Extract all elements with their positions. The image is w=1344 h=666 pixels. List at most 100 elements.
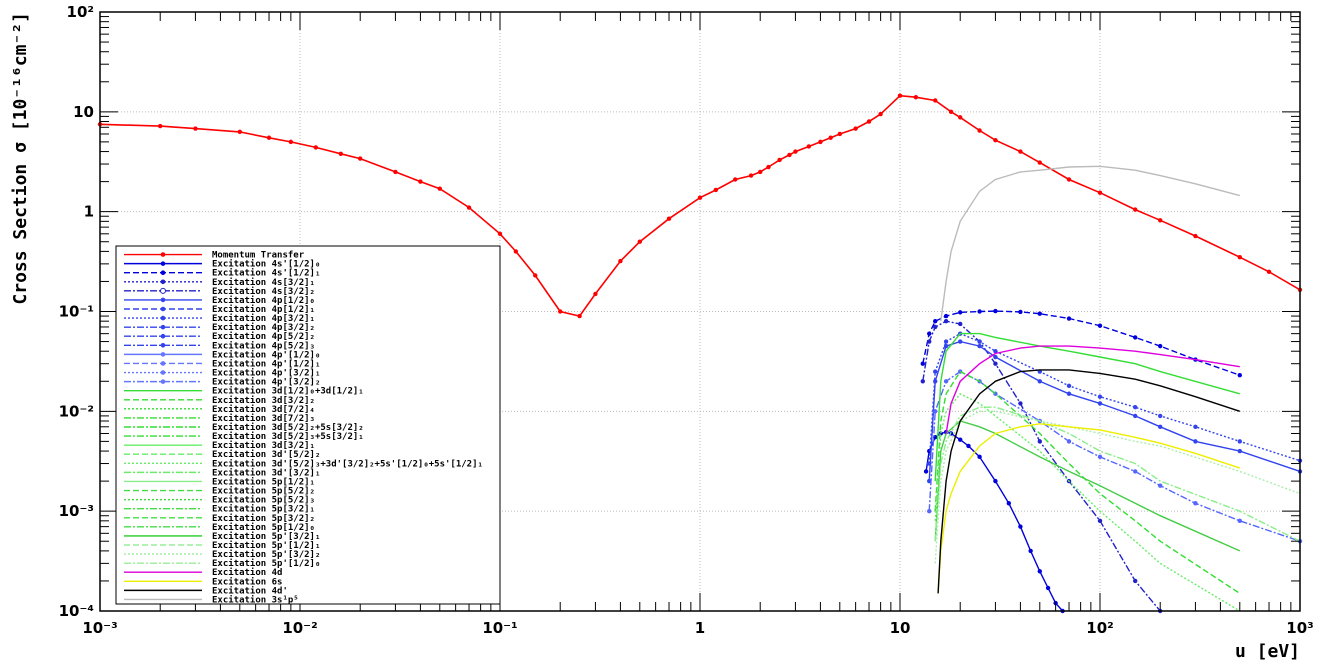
data-point — [1133, 335, 1138, 340]
series-group — [940, 165, 1240, 322]
data-point — [837, 131, 842, 137]
data-point — [1097, 401, 1103, 406]
data-point — [618, 258, 623, 264]
data-point — [558, 309, 563, 314]
data-point — [497, 231, 503, 237]
data-point — [1133, 207, 1138, 212]
data-point — [1018, 309, 1023, 315]
data-point — [1158, 343, 1163, 349]
legend-label: Excitation 3d'[3/2]₁ — [212, 467, 320, 478]
data-point — [1266, 269, 1272, 274]
series-line — [928, 340, 1301, 482]
series-group — [937, 369, 1241, 594]
legend-label: Excitation 3d[5/2]₃+5s[3/2]₁ — [212, 431, 364, 442]
data-point — [1237, 254, 1242, 260]
data-point — [1158, 424, 1163, 429]
data-point — [913, 95, 919, 100]
y-tick-label: 10 — [73, 103, 94, 121]
legend-label: Excitation 5p'[3/2]₁ — [212, 531, 320, 542]
data-point — [927, 508, 932, 514]
data-point — [1133, 578, 1138, 584]
series-line — [940, 165, 1240, 322]
data-point — [977, 128, 982, 133]
series-line — [928, 370, 1301, 542]
data-point — [933, 409, 938, 414]
series-group — [923, 429, 1065, 614]
data-point — [927, 331, 932, 336]
data-point — [933, 318, 938, 324]
data-point — [1158, 413, 1163, 419]
data-point — [1193, 501, 1198, 506]
data-point — [958, 115, 963, 120]
series-line — [934, 420, 1241, 552]
data-point — [513, 249, 519, 254]
data-point — [920, 379, 925, 384]
legend-marker — [160, 279, 166, 285]
data-point — [958, 310, 963, 315]
data-point — [828, 135, 833, 140]
data-point — [1018, 401, 1023, 406]
data-point — [1237, 439, 1242, 444]
data-point — [943, 339, 949, 344]
data-point — [878, 111, 883, 117]
legend-marker — [160, 252, 166, 257]
series-group — [934, 370, 1241, 594]
legend-label: Excitation 5p'[1/2]₀ — [212, 558, 320, 569]
data-point — [958, 321, 963, 327]
data-point — [1037, 160, 1042, 165]
data-point — [966, 443, 971, 449]
data-point — [437, 186, 442, 191]
x-tick-label: 10³ — [1286, 619, 1313, 637]
data-point — [418, 179, 423, 184]
data-point — [923, 469, 929, 474]
legend-label: Excitation 5p[3/2]₁ — [212, 504, 315, 515]
legend-label: Excitation 5p[5/2]₃ — [212, 495, 315, 506]
y-tick-label: 10⁻¹ — [59, 303, 94, 321]
y-axis-title: Cross Section σ [10⁻¹⁶cm⁻²] — [10, 12, 31, 305]
legend-label: Excitation 4p[1/2]₀ — [212, 295, 315, 306]
legend-marker — [160, 315, 166, 321]
legend-label: Excitation 4s[3/2]₂ — [212, 286, 315, 297]
data-point — [1097, 454, 1103, 460]
data-point — [933, 379, 938, 384]
data-point — [393, 169, 398, 175]
legend-label: Excitation 3d[7/2]₄ — [212, 404, 315, 415]
data-point — [818, 139, 823, 145]
data-point — [237, 129, 242, 135]
data-point — [958, 437, 963, 442]
x-tick-label: 1 — [695, 619, 705, 637]
data-point — [1193, 424, 1198, 429]
legend-marker — [160, 370, 166, 375]
data-point — [666, 216, 672, 221]
legend-label: Excitation 3d'[5/2]₂ — [212, 449, 320, 460]
legend-label: Excitation 4s'[1/2]₀ — [212, 259, 320, 270]
data-point — [1133, 405, 1138, 410]
data-point — [758, 169, 763, 175]
series-group — [937, 423, 1241, 594]
legend-label: Excitation 5p[5/2]₂ — [212, 486, 315, 497]
legend-marker — [160, 270, 166, 275]
data-point — [637, 239, 642, 244]
x-tick-label: 10 — [890, 619, 911, 637]
legend-label: Excitation 4p'[1/2]₀ — [212, 349, 320, 360]
data-point — [933, 98, 938, 103]
data-point — [193, 126, 198, 131]
data-point — [920, 361, 925, 366]
data-point — [943, 318, 949, 324]
data-point — [1237, 518, 1242, 524]
legend-label: Excitation 3d'[5/2]₃+3d'[3/2]₂+5s'[1/2]₀… — [212, 458, 483, 469]
legend-label: Momentum Transfer — [212, 251, 305, 261]
data-point — [1193, 439, 1198, 444]
data-point — [977, 343, 982, 349]
legend-marker — [160, 361, 166, 366]
data-point — [897, 93, 903, 98]
series-layer — [97, 93, 1303, 614]
data-point — [948, 109, 954, 115]
data-point — [313, 145, 319, 150]
data-point — [1066, 383, 1072, 389]
data-point — [1158, 218, 1163, 223]
series-group — [927, 339, 1303, 484]
data-point — [1097, 394, 1103, 399]
data-point — [977, 454, 982, 460]
